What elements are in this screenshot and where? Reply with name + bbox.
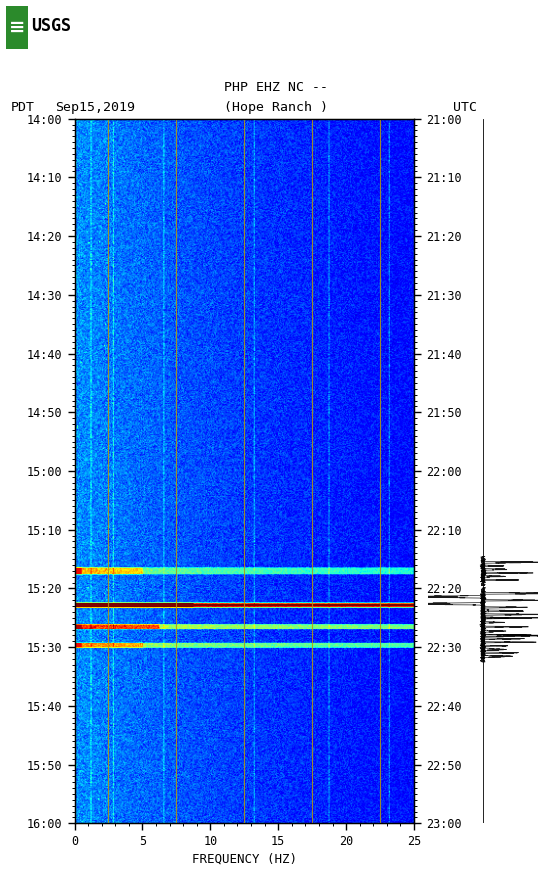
Text: Sep15,2019: Sep15,2019 — [55, 101, 135, 114]
Text: UTC: UTC — [453, 101, 476, 114]
Text: (Hope Ranch ): (Hope Ranch ) — [224, 101, 328, 114]
FancyBboxPatch shape — [6, 6, 28, 49]
Text: USGS: USGS — [31, 17, 71, 35]
X-axis label: FREQUENCY (HZ): FREQUENCY (HZ) — [192, 852, 297, 865]
Text: PDT: PDT — [11, 101, 35, 114]
Text: PHP EHZ NC --: PHP EHZ NC -- — [224, 80, 328, 94]
Text: ≡: ≡ — [8, 18, 25, 37]
